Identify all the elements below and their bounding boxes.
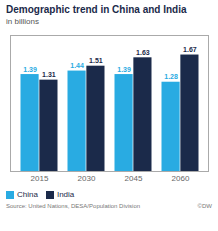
html-text:China: China xyxy=(17,190,38,199)
svg-text:1.31: 1.31 xyxy=(42,71,56,78)
html-text:©DW: ©DW xyxy=(197,203,212,209)
html-text:in billions: in billions xyxy=(6,17,39,26)
svg-text:1.39: 1.39 xyxy=(23,66,37,73)
html-text:Source: United Nations, DESA/P: Source: United Nations, DESA/Population … xyxy=(6,203,141,209)
svg-text:2060: 2060 xyxy=(172,174,190,183)
html-text:India: India xyxy=(56,190,75,199)
svg-text:1.39: 1.39 xyxy=(117,66,131,73)
svg-text:2045: 2045 xyxy=(125,174,143,183)
svg-text:2030: 2030 xyxy=(78,174,96,183)
svg-text:1.67: 1.67 xyxy=(183,46,197,53)
svg-text:1.63: 1.63 xyxy=(136,49,150,56)
svg-text:1.51: 1.51 xyxy=(89,57,103,64)
html-text:Demographic trend in China and: Demographic trend in China and India xyxy=(6,4,187,15)
svg-text:1.28: 1.28 xyxy=(164,73,178,80)
svg-text:1.44: 1.44 xyxy=(70,62,84,69)
svg-text:2015: 2015 xyxy=(31,174,49,183)
